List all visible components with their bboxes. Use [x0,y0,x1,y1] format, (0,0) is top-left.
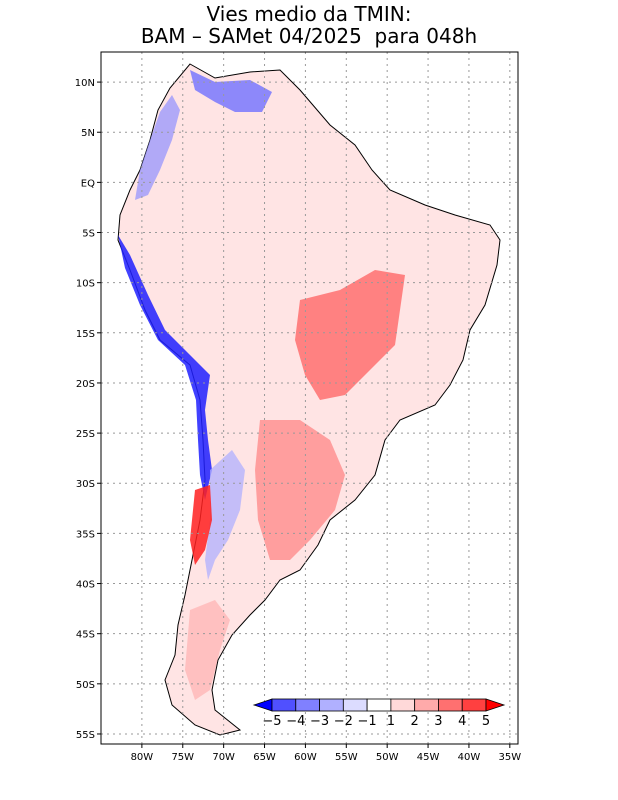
colorbar-swatch [390,698,416,712]
lon-tick-label: 65W [253,752,276,763]
lat-tick-label: 45S [76,630,95,641]
colorbar-swatch [438,698,463,712]
lat-tick-label: 40S [76,580,95,591]
colorbar: −5 −4 −3 −2 −1 1 2 3 4 5 [252,698,506,729]
colorbar-label: 1 [387,714,395,729]
title-line-1: Vies medio da TMIN: [206,2,412,26]
map-gridlines [101,52,518,744]
bias-region-argentina-red [255,420,345,560]
lat-tick-label: EQ [81,178,95,189]
lat-tick-label: 5S [82,229,95,240]
colorbar-label: −2 [334,714,353,729]
lat-tick-label: 30S [76,479,95,490]
bias-region-brazil-red [295,270,405,400]
lon-tick-label: 75W [171,752,194,763]
colorbar-swatch [366,698,392,712]
lat-tick-label: 15S [76,329,95,340]
colorbar-swatch [342,698,368,712]
title-line-2: BAM – SAMet 04/2025 para 048h [140,24,478,48]
lon-tick-label: 60W [294,752,317,763]
bias-region-patagonia-pink [185,600,230,700]
colorbar-label: 3 [434,714,442,729]
colorbar-label: 2 [411,714,419,729]
lon-tick-label: 45W [417,752,440,763]
lat-tick-label: 20S [76,379,95,390]
lat-tick-label: 50S [76,680,95,691]
lat-tick-label: 25S [76,429,95,440]
colorbar-label: −1 [358,714,377,729]
bias-region-nw-blue [135,95,180,200]
lon-tick-label: 50W [376,752,399,763]
bias-region-chile-lightblue [205,450,245,580]
lon-tick-label: 40W [458,752,481,763]
colorbar-max-arrow [485,698,506,712]
colorbar-swatch [414,698,439,712]
lat-tick-label: 10N [75,78,95,89]
bias-region-central-chile-red [190,485,212,565]
lon-tick-label: 35W [499,752,522,763]
bias-region-andes-blue [118,235,212,500]
lon-tick-label: 70W [212,752,235,763]
bias-region-north-blue [190,70,272,112]
lat-tick-label: 5N [81,128,95,139]
lat-tick-label: 55S [76,730,95,741]
colorbar-label: −5 [262,714,281,729]
colorbar-label: −4 [286,714,305,729]
colorbar-label: 4 [458,714,466,729]
map-frame [100,51,519,745]
colorbar-label: 5 [482,714,490,729]
longitude-axis: 80W 75W 70W 65W 60W 55W 50W 45W 40W 35W [131,744,522,763]
lon-tick-label: 80W [131,752,154,763]
lon-tick-label: 55W [335,752,358,763]
colorbar-swatch [319,698,344,712]
lat-tick-label: 10S [76,279,95,290]
map-field [101,52,518,744]
colorbar-swatch [461,698,487,712]
colorbar-swatch [271,698,297,712]
colorbar-swatch [295,698,320,712]
colorbar-label: −3 [310,714,329,729]
lat-tick-label: 35S [76,529,95,540]
latitude-axis: 10N 5N EQ 5S 10S 15S 20S 25S 30S 35S 40S 45S 50S 55S [75,78,101,741]
